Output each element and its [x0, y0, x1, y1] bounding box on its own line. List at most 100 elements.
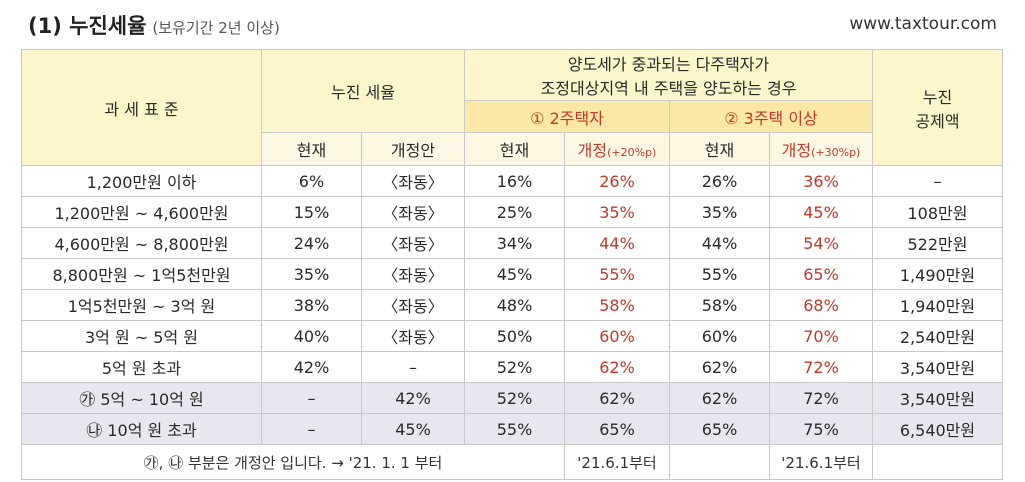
cell-base: 1,200만원 ~ 4,600만원	[21, 196, 262, 228]
cell-three-revised: 54%	[769, 227, 873, 259]
tax-rate-table: 과 세 표 준 누진 세율 양도세가 중과되는 다주택자가 조정대상지역 내 주…	[21, 49, 1003, 480]
cell-base: 4,600만원 ~ 8,800만원	[21, 227, 262, 259]
cell-three-revised: 45%	[769, 196, 873, 228]
cell-deduction: 6,540만원	[872, 413, 1003, 445]
cell-three-current: 62%	[669, 382, 770, 414]
footnote: ㉮, ㉯ 부분은 개정안 입니다. → '21. 1. 1 부터	[21, 444, 565, 480]
title-subtitle: (보유기간 2년 이상)	[152, 19, 280, 37]
header-heavy-line2: 조정대상지역 내 주택을 양도하는 경우	[540, 79, 797, 98]
header-three-revised-delta: (+30%p)	[811, 146, 861, 159]
note-spacer	[872, 444, 1003, 480]
header-deduction-line2: 공제액	[915, 111, 960, 131]
header-three-revised: 개정(+30%p)	[769, 132, 873, 166]
table-row: 1,200만원 ~ 4,600만원 15% 〈좌동〉 25% 35% 35% 4…	[21, 196, 1003, 228]
cell-proposal: 〈좌동〉	[361, 258, 465, 290]
cell-proposal: 〈좌동〉	[361, 320, 465, 352]
cell-current: –	[261, 382, 362, 414]
note-row: ㉮, ㉯ 부분은 개정안 입니다. → '21. 1. 1 부터 '21.6.1…	[21, 444, 1003, 480]
header-two-house: ① 2주택자	[464, 100, 670, 133]
cell-three-current: 35%	[669, 196, 770, 228]
cell-proposal: 〈좌동〉	[361, 196, 465, 228]
cell-deduction: 2,540만원	[872, 320, 1003, 352]
cell-three-current: 62%	[669, 351, 770, 383]
table-row: 3억 원 ~ 5억 원 40% 〈좌동〉 50% 60% 60% 70% 2,5…	[21, 320, 1003, 352]
cell-two-current: 50%	[464, 320, 565, 352]
cell-two-current: 45%	[464, 258, 565, 290]
header-three-revised-label: 개정	[781, 141, 812, 160]
site-url: www.taxtour.com	[849, 14, 997, 34]
table-row: 1억5천만원 ~ 3억 원 38% 〈좌동〉 48% 58% 58% 68% 1…	[21, 289, 1003, 321]
cell-base: ㉯ 10억 원 초과	[21, 413, 262, 445]
cell-deduction: 522만원	[872, 227, 1003, 259]
cell-two-current: 34%	[464, 227, 565, 259]
cell-deduction: 108만원	[872, 196, 1003, 228]
table-row: ㉯ 10억 원 초과 – 45% 55% 65% 65% 75% 6,540만원	[21, 413, 1003, 445]
header-deduction-line1: 누진	[922, 87, 953, 107]
cell-proposal: –	[361, 351, 465, 383]
cell-deduction: –	[872, 165, 1003, 197]
cell-base: ㉮ 5억 ~ 10억 원	[21, 382, 262, 414]
cell-two-current: 52%	[464, 382, 565, 414]
cell-two-revised: 26%	[564, 165, 670, 197]
header-heavy-tax: 양도세가 중과되는 다주택자가 조정대상지역 내 주택을 양도하는 경우	[464, 49, 873, 101]
cell-deduction: 1,940만원	[872, 289, 1003, 321]
header-two-revised: 개정(+20%p)	[564, 132, 670, 166]
header-three-house: ② 3주택 이상	[669, 100, 873, 133]
header-current: 현재	[261, 132, 362, 166]
table-row: 1,200만원 이하 6% 〈좌동〉 16% 26% 26% 36% –	[21, 165, 1003, 197]
header-progressive-rate: 누진 세율	[261, 49, 465, 133]
cell-three-revised: 65%	[769, 258, 873, 290]
page-title: (1) 누진세율 (보유기간 2년 이상)	[28, 10, 280, 40]
cell-three-revised: 72%	[769, 382, 873, 414]
title-text: (1) 누진세율	[28, 14, 147, 38]
header-two-revised-label: 개정	[577, 141, 608, 160]
table-row: 8,800만원 ~ 1억5천만원 35% 〈좌동〉 45% 55% 55% 65…	[21, 258, 1003, 290]
cell-three-current: 65%	[669, 413, 770, 445]
cell-proposal: 〈좌동〉	[361, 165, 465, 197]
cell-base: 5억 원 초과	[21, 351, 262, 383]
cell-proposal: 〈좌동〉	[361, 227, 465, 259]
cell-two-current: 55%	[464, 413, 565, 445]
cell-three-current: 26%	[669, 165, 770, 197]
cell-two-current: 52%	[464, 351, 565, 383]
cell-two-revised: 35%	[564, 196, 670, 228]
cell-current: 15%	[261, 196, 362, 228]
effective-date-two-house: '21.6.1부터	[564, 444, 670, 480]
cell-three-revised: 68%	[769, 289, 873, 321]
cell-current: 24%	[261, 227, 362, 259]
effective-date-three-house: '21.6.1부터	[769, 444, 873, 480]
cell-base: 3억 원 ~ 5억 원	[21, 320, 262, 352]
header-tax-base: 과 세 표 준	[21, 49, 262, 166]
cell-two-revised: 62%	[564, 382, 670, 414]
cell-three-revised: 70%	[769, 320, 873, 352]
cell-deduction: 3,540만원	[872, 351, 1003, 383]
cell-current: 38%	[261, 289, 362, 321]
header-deduction: 누진 공제액	[872, 49, 1003, 166]
header-three-current: 현재	[669, 132, 770, 166]
cell-three-revised: 75%	[769, 413, 873, 445]
cell-three-current: 60%	[669, 320, 770, 352]
cell-deduction: 3,540만원	[872, 382, 1003, 414]
header-two-revised-delta: (+20%p)	[607, 146, 657, 159]
cell-three-current: 58%	[669, 289, 770, 321]
cell-three-revised: 36%	[769, 165, 873, 197]
cell-current: 40%	[261, 320, 362, 352]
cell-two-revised: 58%	[564, 289, 670, 321]
cell-two-revised: 60%	[564, 320, 670, 352]
cell-proposal: 〈좌동〉	[361, 289, 465, 321]
header-proposal: 개정안	[361, 132, 465, 166]
cell-current: 35%	[261, 258, 362, 290]
header-two-current: 현재	[464, 132, 565, 166]
cell-two-current: 16%	[464, 165, 565, 197]
cell-two-current: 48%	[464, 289, 565, 321]
table-row: ㉮ 5억 ~ 10억 원 – 42% 52% 62% 62% 72% 3,540…	[21, 382, 1003, 414]
cell-three-current: 44%	[669, 227, 770, 259]
cell-two-revised: 55%	[564, 258, 670, 290]
cell-two-revised: 62%	[564, 351, 670, 383]
cell-base: 8,800만원 ~ 1억5천만원	[21, 258, 262, 290]
note-spacer	[669, 444, 770, 480]
cell-two-revised: 65%	[564, 413, 670, 445]
cell-three-current: 55%	[669, 258, 770, 290]
cell-current: 42%	[261, 351, 362, 383]
cell-base: 1억5천만원 ~ 3억 원	[21, 289, 262, 321]
